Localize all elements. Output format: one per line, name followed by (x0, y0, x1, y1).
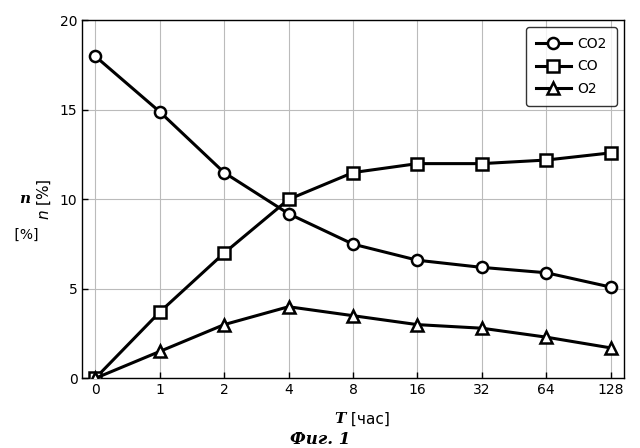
O2 (220, 322, 228, 327)
Y-axis label: $\mathit{n}$ [%]: $\mathit{n}$ [%] (36, 179, 53, 220)
CO2 (543, 270, 550, 276)
CO (220, 250, 228, 256)
CO (413, 161, 421, 166)
Line: O2: O2 (90, 301, 616, 384)
O2 (156, 349, 164, 354)
Text: [%]: [%] (10, 228, 38, 242)
Line: CO2: CO2 (90, 51, 616, 293)
CO2 (92, 54, 99, 59)
Legend: CO2, CO, O2: CO2, CO, O2 (526, 27, 616, 106)
CO2 (220, 170, 228, 175)
O2 (478, 326, 486, 331)
O2 (285, 304, 292, 310)
CO2 (413, 258, 421, 263)
O2 (413, 322, 421, 327)
CO (478, 161, 486, 166)
O2 (92, 375, 99, 381)
CO2 (607, 284, 614, 290)
O2 (607, 345, 614, 351)
Text: Фиг. 1: Фиг. 1 (290, 431, 350, 448)
CO (349, 170, 357, 175)
CO (285, 197, 292, 202)
Text: [час]: [час] (346, 411, 390, 426)
Text: T: T (334, 412, 346, 426)
CO (543, 157, 550, 163)
O2 (543, 335, 550, 340)
Line: CO: CO (90, 147, 616, 384)
CO2 (285, 211, 292, 216)
Text: n: n (19, 192, 30, 207)
CO2 (156, 109, 164, 114)
O2 (349, 313, 357, 319)
CO2 (478, 265, 486, 270)
CO2 (349, 241, 357, 247)
CO (92, 375, 99, 381)
CO (607, 150, 614, 155)
CO (156, 310, 164, 315)
